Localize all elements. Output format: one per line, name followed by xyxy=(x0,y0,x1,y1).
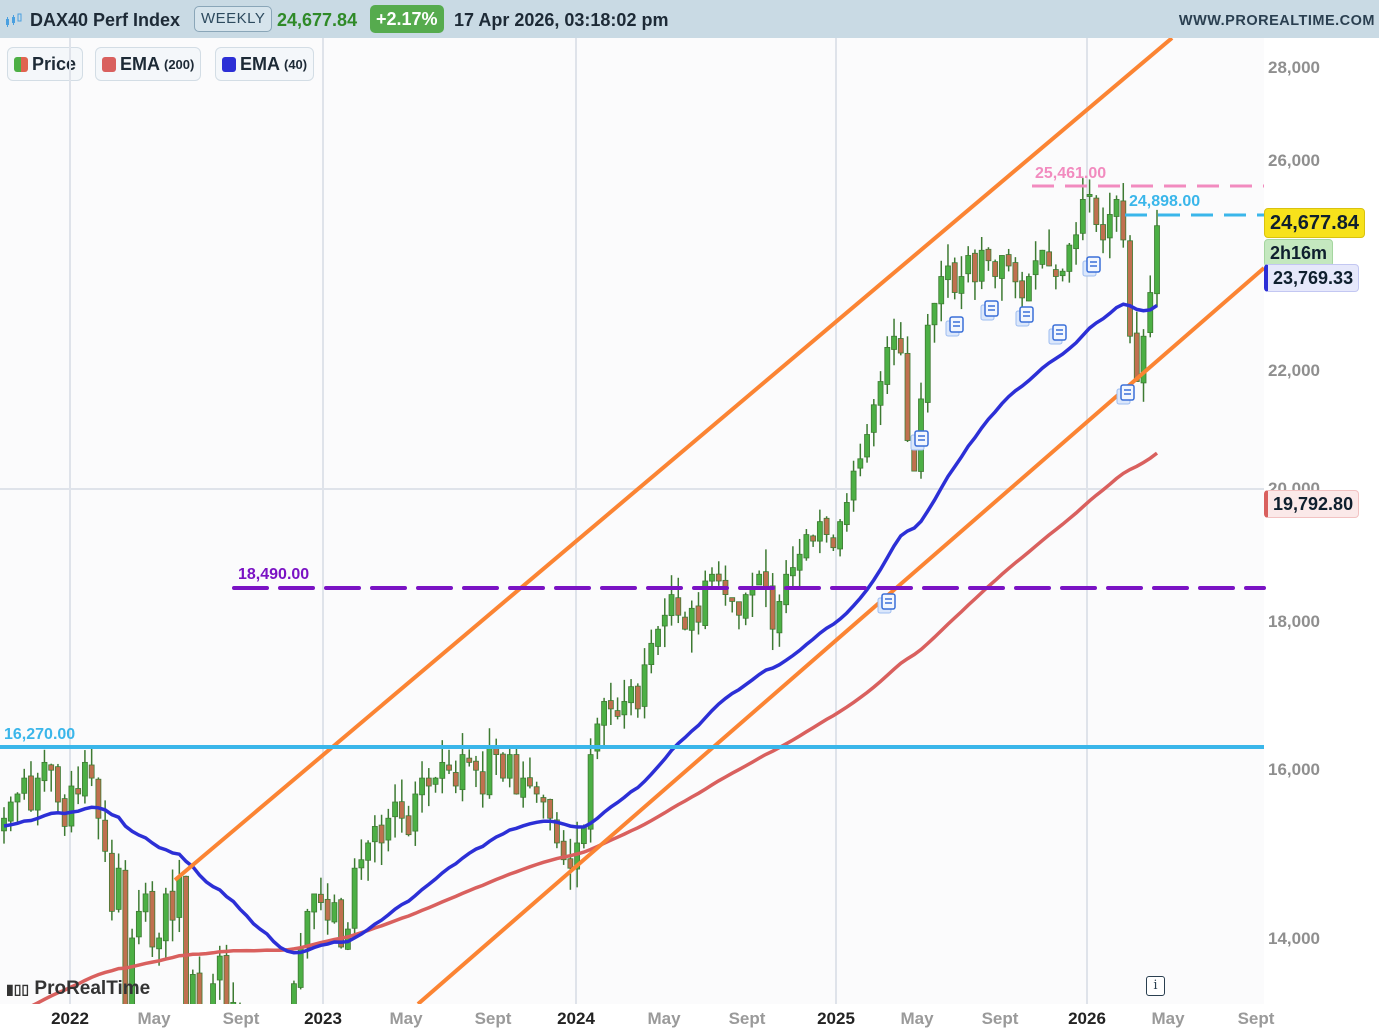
legend-param: (40) xyxy=(284,56,308,72)
instrument-title[interactable]: DAX40 Perf Index xyxy=(30,10,181,30)
last-price-tag: 24,677.84 xyxy=(1264,208,1365,238)
news-document-icon[interactable] xyxy=(1116,384,1135,405)
news-document-icon[interactable] xyxy=(1048,324,1067,345)
y-tick: 28,000 xyxy=(1268,58,1320,77)
price-axis[interactable] xyxy=(1264,38,1379,1004)
x-tick-month: Sept xyxy=(474,1009,512,1028)
ema200-tag: 19,792.80 xyxy=(1264,490,1360,518)
x-tick-month: Sept xyxy=(728,1009,766,1028)
legend-param: (200) xyxy=(164,56,195,72)
x-tick-month: Sept xyxy=(1237,1009,1275,1028)
x-tick-month: Sept xyxy=(981,1009,1019,1028)
x-tick-year: 2023 xyxy=(304,1009,342,1028)
x-tick-year: 2025 xyxy=(817,1009,855,1028)
ema40-tag: 23,769.33 xyxy=(1264,264,1360,292)
level-25461-label: 25,461.00 xyxy=(1035,165,1107,182)
level-16270-label: 16,270.00 xyxy=(4,726,76,743)
ema200-swatch-icon xyxy=(102,56,116,72)
x-tick-year: 2026 xyxy=(1068,1009,1106,1028)
level-18490-label: 18,490.00 xyxy=(238,566,310,583)
site-link[interactable]: WWW.PROREALTIME.COM xyxy=(1178,13,1375,29)
time-axis[interactable] xyxy=(0,1004,1379,1034)
x-tick-year: 2024 xyxy=(557,1009,595,1028)
watermark: ▮▯▯ ProRealTime xyxy=(6,978,150,1000)
legend-ema40[interactable]: EMA (40) xyxy=(215,47,315,81)
candlestick-icon: ▮▯▯ xyxy=(6,981,30,997)
countdown-tag: 2h16m xyxy=(1264,239,1334,267)
x-tick-month: May xyxy=(1151,1009,1185,1028)
change-badge: +2.17% xyxy=(370,5,444,33)
info-button[interactable]: i xyxy=(1146,976,1165,996)
news-document-icon[interactable] xyxy=(1082,256,1101,277)
x-tick-month: May xyxy=(900,1009,934,1028)
level-24898-label: 24,898.00 xyxy=(1129,193,1201,210)
legend-label: Price xyxy=(32,53,77,74)
news-document-icon[interactable] xyxy=(945,316,964,337)
chart-plot-area[interactable] xyxy=(0,38,1379,1004)
x-tick-month: May xyxy=(647,1009,681,1028)
y-tick: 18,000 xyxy=(1268,612,1320,631)
watermark-text: ProRealTime xyxy=(34,978,151,999)
news-document-icon[interactable] xyxy=(877,593,896,614)
x-tick-month: Sept xyxy=(222,1009,260,1028)
period-selector[interactable]: WEEKLY xyxy=(194,6,273,32)
last-price: 24,677.84 xyxy=(277,10,358,30)
chart-header: DAX40 Perf Index WEEKLY 24,677.84 +2.17%… xyxy=(0,0,1379,38)
y-tick: 22,000 xyxy=(1268,361,1320,380)
y-tick: 26,000 xyxy=(1268,151,1320,170)
ema200-line xyxy=(31,451,1159,1004)
timestamp: 17 Apr 2026, 03:18:02 pm xyxy=(454,10,669,30)
ema40-line xyxy=(3,302,1158,955)
x-tick-month: May xyxy=(389,1009,423,1028)
legend-label: EMA xyxy=(120,53,160,74)
x-tick-month: May xyxy=(137,1009,171,1028)
channel-lower-line[interactable] xyxy=(416,266,1266,1004)
news-document-icon[interactable] xyxy=(1015,306,1034,327)
news-document-icon[interactable] xyxy=(910,430,929,451)
legend-label: EMA xyxy=(240,53,280,74)
x-tick-year: 2022 xyxy=(51,1009,89,1028)
channel-upper-line[interactable] xyxy=(173,38,1174,882)
ema40-swatch-icon xyxy=(222,56,236,72)
candlestick-icon xyxy=(6,13,22,27)
y-tick: 14,000 xyxy=(1268,929,1320,948)
news-markers[interactable] xyxy=(877,256,1135,614)
news-document-icon[interactable] xyxy=(980,300,999,321)
legend-ema200[interactable]: EMA (200) xyxy=(95,47,202,81)
price-swatch-icon xyxy=(14,56,28,72)
y-tick: 16,000 xyxy=(1268,760,1320,779)
candlesticks xyxy=(1,178,1160,1004)
